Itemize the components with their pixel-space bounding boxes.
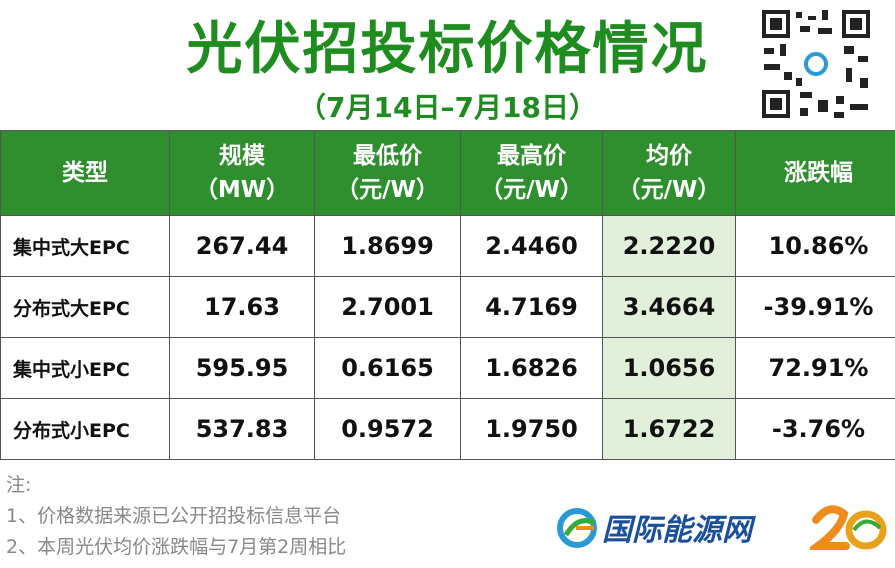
table-row: 集中式小EPC 595.95 0.6165 1.6826 1.0656 72.91% — [0, 337, 895, 399]
header-line: 均价 — [646, 143, 692, 169]
row-label: 集中式大EPC — [0, 215, 170, 277]
anniversary-badge — [810, 505, 887, 550]
cell: 2.7001 — [314, 276, 461, 338]
column-header: 类型 — [0, 130, 170, 216]
cell: 2.2220 — [602, 215, 736, 277]
cell: 0.6165 — [314, 337, 461, 399]
header-line: （MW） — [194, 177, 290, 203]
title: 光伏招投标价格情况 — [186, 17, 709, 82]
cell: 537.83 — [169, 398, 315, 460]
header-line: 最高价 — [497, 143, 566, 169]
cell: 1.8699 — [314, 215, 461, 277]
header-line: 规模 — [219, 143, 265, 169]
row-label: 分布式小EPC — [0, 398, 170, 460]
subtitle: （7月14日–7月18日） — [298, 91, 597, 124]
cell: 72.91% — [735, 337, 895, 399]
cell: 3.4664 — [602, 276, 736, 338]
row-label: 分布式大EPC — [0, 276, 170, 338]
column-header: 规模 （MW） — [169, 130, 315, 216]
cell: 0.9572 — [314, 398, 461, 460]
cell: -3.76% — [735, 398, 895, 460]
cell: 2.4460 — [460, 215, 603, 277]
table-row: 集中式大EPC 267.44 1.8699 2.4460 2.2220 10.86% — [0, 215, 895, 277]
cell: 1.6722 — [602, 398, 736, 460]
header-line: （元/W） — [617, 177, 721, 203]
cell: 267.44 — [169, 215, 315, 277]
column-header: 最低价 （元/W） — [314, 130, 461, 216]
logo-text: 国际能源网 — [602, 513, 752, 548]
qr-code — [760, 8, 872, 120]
notes: 注: 1、价格数据来源已公开招投标信息平台 2、本周光伏均价涨跌幅与7月第2周相… — [6, 470, 346, 563]
note-item: 2、本周光伏均价涨跌幅与7月第2周相比 — [6, 536, 347, 558]
row-label: 集中式小EPC — [0, 337, 170, 399]
cell: 1.0656 — [602, 337, 736, 399]
cell: 595.95 — [169, 337, 315, 399]
cell: 1.6826 — [460, 337, 603, 399]
table-row: 分布式大EPC 17.63 2.7001 4.7169 3.4664 -39.91% — [0, 276, 895, 338]
column-header: 均价 （元/W） — [602, 130, 736, 216]
cell: 10.86% — [735, 215, 895, 277]
header-line: 类型 — [62, 160, 108, 186]
column-header: 涨跌幅 — [735, 130, 895, 216]
header-line: 最低价 — [353, 143, 422, 169]
cell: 17.63 — [169, 276, 315, 338]
price-table: 类型 规模 （MW） 最低价 （元/W） 最高价 （元/W） 均价 （元/W） 涨跌幅集中式大EP… — [0, 130, 895, 460]
note-item: 1、价格数据来源已公开招投标信息平台 — [6, 505, 342, 527]
header-line: 涨跌幅 — [784, 160, 853, 186]
cell: -39.91% — [735, 276, 895, 338]
column-header: 最高价 （元/W） — [460, 130, 603, 216]
header-line: （元/W） — [336, 177, 439, 203]
cell: 4.7169 — [460, 276, 603, 338]
table-row: 分布式小EPC 537.83 0.9572 1.9750 1.6722 -3.76% — [0, 398, 895, 460]
cell: 1.9750 — [460, 398, 603, 460]
header-line: （元/W） — [480, 177, 583, 203]
notes-heading: 注: — [6, 474, 32, 496]
logo-icon — [557, 508, 597, 548]
